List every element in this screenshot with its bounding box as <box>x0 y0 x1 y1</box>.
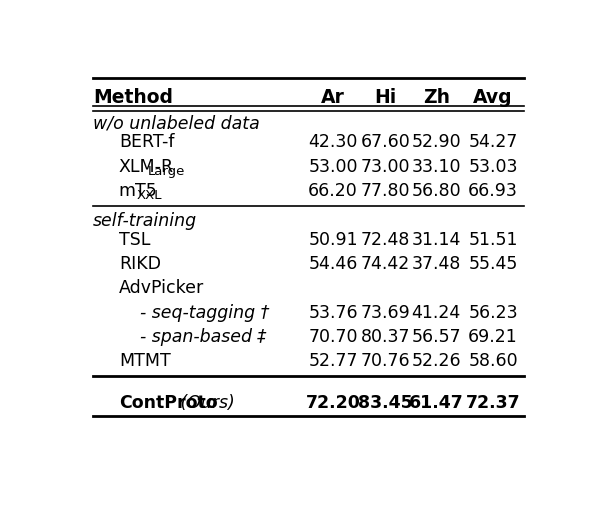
Text: 77.80: 77.80 <box>361 182 410 200</box>
Text: 33.10: 33.10 <box>411 157 461 175</box>
Text: 51.51: 51.51 <box>468 230 518 248</box>
Text: TSL: TSL <box>119 230 150 248</box>
Text: Hi: Hi <box>374 88 396 106</box>
Text: Avg: Avg <box>473 88 513 106</box>
Text: 50.91: 50.91 <box>309 230 358 248</box>
Text: 80.37: 80.37 <box>361 327 410 345</box>
Text: 58.60: 58.60 <box>468 352 518 370</box>
Text: 52.77: 52.77 <box>309 352 358 370</box>
Text: - span-based ‡: - span-based ‡ <box>140 327 266 345</box>
Text: ContProto: ContProto <box>119 393 218 411</box>
Text: 37.48: 37.48 <box>411 254 461 272</box>
Text: 31.14: 31.14 <box>411 230 461 248</box>
Text: 52.26: 52.26 <box>411 352 461 370</box>
Text: AdvPicker: AdvPicker <box>119 279 204 297</box>
Text: (Ours): (Ours) <box>175 393 235 411</box>
Text: 72.20: 72.20 <box>306 393 361 411</box>
Text: 54.46: 54.46 <box>309 254 358 272</box>
Text: 42.30: 42.30 <box>309 133 358 151</box>
Text: - seq-tagging †: - seq-tagging † <box>140 303 269 321</box>
Text: BERT-f: BERT-f <box>119 133 174 151</box>
Text: 53.76: 53.76 <box>309 303 358 321</box>
Text: XLM-R: XLM-R <box>119 157 174 175</box>
Text: RIKD: RIKD <box>119 254 161 272</box>
Text: 53.00: 53.00 <box>309 157 358 175</box>
Text: 56.57: 56.57 <box>411 327 461 345</box>
Text: 72.48: 72.48 <box>361 230 410 248</box>
Text: 67.60: 67.60 <box>361 133 410 151</box>
Text: 55.45: 55.45 <box>468 254 518 272</box>
Text: Ar: Ar <box>321 88 345 106</box>
Text: self-training: self-training <box>93 212 197 230</box>
Text: MTMT: MTMT <box>119 352 170 370</box>
Text: 61.47: 61.47 <box>409 393 463 411</box>
Text: 73.00: 73.00 <box>361 157 410 175</box>
Text: XXL: XXL <box>136 189 162 202</box>
Text: w/o unlabeled data: w/o unlabeled data <box>93 115 260 133</box>
Text: 70.70: 70.70 <box>309 327 358 345</box>
Text: 53.03: 53.03 <box>468 157 518 175</box>
Text: 72.37: 72.37 <box>466 393 520 411</box>
Text: 69.21: 69.21 <box>468 327 518 345</box>
Text: 56.23: 56.23 <box>468 303 518 321</box>
Text: 66.20: 66.20 <box>308 182 358 200</box>
Text: 41.24: 41.24 <box>411 303 461 321</box>
Text: 66.93: 66.93 <box>468 182 518 200</box>
Text: 73.69: 73.69 <box>361 303 410 321</box>
Text: 54.27: 54.27 <box>468 133 518 151</box>
Text: mT5: mT5 <box>119 182 157 200</box>
Text: 74.42: 74.42 <box>361 254 410 272</box>
Text: 52.90: 52.90 <box>411 133 461 151</box>
Text: Zh: Zh <box>423 88 450 106</box>
Text: Large: Large <box>148 164 185 177</box>
Text: Method: Method <box>93 88 173 106</box>
Text: 70.76: 70.76 <box>361 352 410 370</box>
Text: 56.80: 56.80 <box>411 182 461 200</box>
Text: 83.45: 83.45 <box>358 393 413 411</box>
